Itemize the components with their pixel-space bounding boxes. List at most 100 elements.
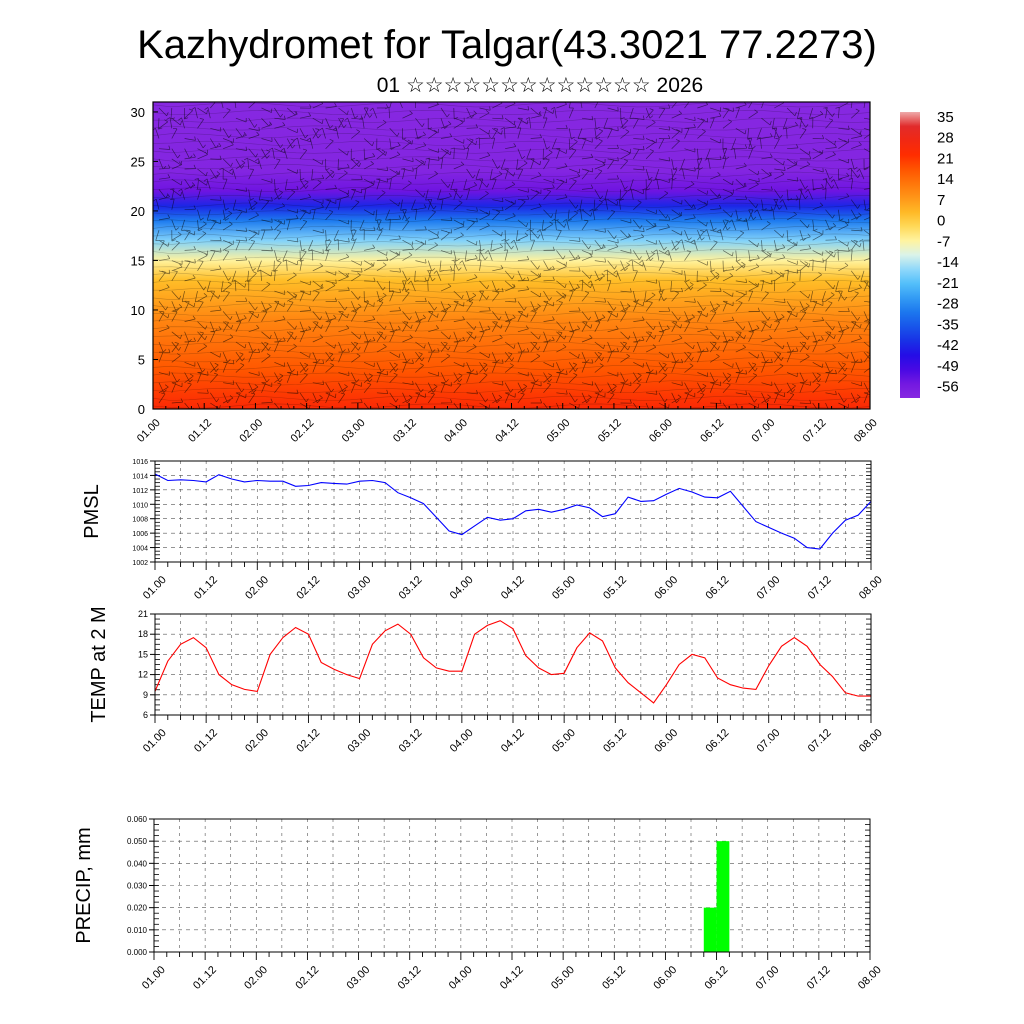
colorbar-label: -28 (937, 296, 959, 313)
time-tick-label: 01.00 (141, 574, 169, 602)
colorbar-label: -56 (937, 379, 959, 396)
pmsl-tick-label: 1012 (132, 488, 148, 495)
temp-2m-panel: 6 9 12 15 18 21 01.00 01.12 02.00 02.12 03.00 03.12… (88, 606, 885, 755)
height-tick-label: 5 (138, 352, 145, 367)
time-tick-label: 02.12 (289, 417, 317, 445)
chart-subtitle: 01 ☆☆☆☆☆☆☆☆☆☆☆☆☆ 2026 (377, 74, 703, 97)
time-tick-label: 06.00 (651, 964, 679, 992)
time-tick-label: 05.00 (550, 574, 578, 602)
precip-bar (703, 907, 717, 952)
pmsl-frame (154, 460, 872, 563)
time-tick-label: 07.12 (801, 417, 829, 445)
time-tick-label: 02.00 (243, 727, 271, 755)
time-tick-label: 08.00 (857, 574, 885, 602)
colorbar-gradient (900, 112, 920, 398)
time-tick-label: 04.00 (448, 574, 476, 602)
time-tick-label: 07.00 (749, 417, 777, 445)
precip-panel: 0.000 0.010 0.020 0.030 0.040 0.050 0.060 01.00… (73, 815, 884, 992)
time-tick-label: 07.12 (806, 574, 834, 602)
time-tick-label: 02.00 (237, 417, 265, 445)
time-tick-label: 03.00 (345, 727, 373, 755)
colorbar-label: -21 (937, 275, 959, 292)
time-tick-label: 06.00 (647, 417, 675, 445)
colorbar-label: 7 (937, 192, 945, 209)
time-tick-label: 02.12 (294, 574, 322, 602)
time-tick-label: 08.00 (852, 417, 880, 445)
colorbar-label: -7 (937, 233, 950, 250)
temp-tick-label: 18 (138, 629, 148, 639)
time-tick-label: 05.00 (549, 964, 577, 992)
temp-frame (154, 613, 872, 716)
colorbar-label: -35 (937, 316, 959, 333)
time-tick-label: 07.00 (755, 574, 783, 602)
time-tick-label: 07.00 (755, 727, 783, 755)
time-tick-label: 01.00 (141, 727, 169, 755)
colorbar-label: -49 (937, 358, 959, 375)
time-tick-label: 01.12 (192, 727, 220, 755)
colorbar-label: -14 (937, 254, 959, 271)
time-tick-label: 04.00 (447, 964, 475, 992)
precip-tick-label: 0.010 (127, 926, 148, 935)
time-tick-label: 02.00 (242, 964, 270, 992)
time-tick-label: 03.00 (340, 417, 368, 445)
temp-tick-label: 21 (138, 609, 148, 619)
time-tick-label: 03.12 (397, 574, 425, 602)
colorbar-label: 28 (937, 130, 954, 147)
pmsl-tick-label: 1016 (132, 459, 148, 466)
time-tick-label: 05.12 (601, 727, 629, 755)
temp-tick-label: 9 (143, 690, 148, 700)
temperature-colorbar: 35 28 21 14 7 0 -7 -14 -21 -28 -35 -42 -49 -56 (900, 109, 959, 398)
time-tick-label: 01.12 (186, 417, 214, 445)
time-tick-label: 02.12 (294, 727, 322, 755)
pmsl-tick-label: 1008 (132, 517, 148, 524)
time-tick-label: 07.12 (805, 964, 833, 992)
time-tick-label: 01.00 (135, 417, 163, 445)
time-tick-label: 06.12 (702, 964, 730, 992)
height-tick-label: 30 (131, 105, 145, 120)
time-tick-label: 02.00 (243, 574, 271, 602)
time-tick-label: 05.12 (600, 964, 628, 992)
colorbar-label: -42 (937, 337, 959, 354)
colorbar-label: 14 (937, 171, 954, 188)
time-tick-label: 06.12 (698, 417, 726, 445)
time-tick-label: 07.00 (754, 964, 782, 992)
colorbar-label: 35 (937, 109, 954, 126)
time-tick-label: 03.00 (345, 574, 373, 602)
pmsl-tick-label: 1010 (132, 502, 148, 509)
precip-tick-label: 0.040 (127, 859, 148, 868)
time-tick-label: 03.12 (396, 964, 424, 992)
time-tick-label: 04.00 (442, 417, 470, 445)
time-tick-label: 05.12 (596, 417, 624, 445)
precip-tick-label: 0.060 (127, 815, 148, 824)
time-tick-label: 01.12 (191, 964, 219, 992)
precip-tick-label: 0.050 (127, 837, 148, 846)
height-tick-label: 0 (138, 402, 145, 417)
time-tick-label: 01.00 (140, 964, 168, 992)
pmsl-tick-label: 1004 (132, 546, 148, 553)
time-tick-label: 07.12 (806, 727, 834, 755)
height-tick-label: 15 (131, 253, 145, 268)
time-tick-label: 04.12 (498, 964, 526, 992)
temp-axis-label: TEMP at 2 M (88, 606, 110, 722)
time-tick-label: 04.00 (448, 727, 476, 755)
temp-line (154, 620, 871, 704)
temperature-wind-cross-section: 0 5 10 15 20 25 30 01.00 01.12 02.00 02.12 03.00 03.… (131, 101, 880, 445)
time-tick-label: 05.00 (545, 417, 573, 445)
time-tick-label: 05.12 (601, 574, 629, 602)
height-tick-label: 10 (131, 303, 145, 318)
time-tick-label: 06.12 (703, 574, 731, 602)
time-tick-label: 03.12 (391, 417, 419, 445)
pmsl-panel: 1002 1004 1006 1008 1010 1012 1014 1016 01.00 01.… (81, 459, 885, 602)
precip-axis-label: PRECIP, mm (73, 827, 95, 943)
time-tick-label: 06.00 (652, 727, 680, 755)
chart-title: Kazhydromet for Talgar(43.3021 77.2273) (137, 23, 877, 67)
height-tick-label: 20 (131, 204, 145, 219)
colorbar-label: 0 (937, 213, 945, 230)
precip-tick-label: 0.020 (127, 904, 148, 913)
precip-tick-label: 0.000 (127, 948, 148, 957)
time-tick-label: 08.00 (856, 964, 884, 992)
time-tick-label: 05.00 (550, 727, 578, 755)
time-tick-label: 08.00 (857, 727, 885, 755)
